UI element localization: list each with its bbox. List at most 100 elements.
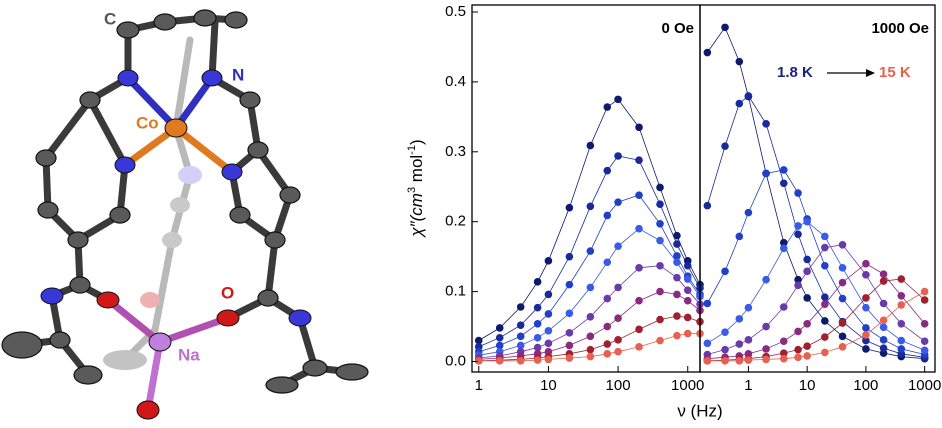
data-point	[779, 354, 788, 363]
data-point	[614, 336, 622, 344]
data-point	[586, 345, 595, 354]
data-point	[683, 329, 692, 338]
data-point	[586, 141, 595, 150]
data-point	[603, 340, 612, 348]
atom-label: N	[232, 65, 244, 84]
data-point	[673, 240, 681, 248]
plot-frame	[699, 4, 936, 373]
data-point	[920, 287, 929, 296]
data-point	[794, 353, 802, 362]
data-point	[635, 343, 643, 351]
data-point	[565, 203, 574, 212]
x-tick-label: 1	[475, 377, 483, 394]
data-point	[862, 331, 870, 339]
data-point	[862, 294, 870, 302]
data-point	[897, 345, 906, 353]
data-point	[474, 357, 483, 365]
data-point	[838, 343, 847, 351]
data-point	[603, 350, 612, 358]
y-tick-label: 0.0	[445, 352, 466, 369]
data-point	[673, 273, 681, 282]
y-title-part: )	[407, 139, 426, 145]
data-point	[779, 349, 788, 357]
data-point	[821, 317, 829, 325]
annotation: 15 K	[879, 64, 911, 81]
data-point	[803, 342, 811, 350]
data-point	[603, 103, 612, 111]
x-tick-label: 10	[799, 377, 816, 394]
data-point	[614, 198, 622, 206]
data-point	[703, 201, 712, 210]
data-point	[821, 300, 829, 308]
data-point	[614, 95, 622, 104]
data-point	[673, 312, 681, 320]
data-point	[703, 339, 712, 348]
data-point	[762, 120, 770, 128]
data-point	[735, 57, 744, 66]
x-tick-label: 10	[540, 377, 557, 394]
data-point	[565, 354, 574, 362]
annotation-arrowhead	[866, 69, 875, 77]
data-point	[673, 231, 681, 240]
data-point	[821, 293, 829, 302]
data-point	[794, 189, 802, 197]
data-point	[779, 337, 788, 346]
data-point	[803, 217, 811, 226]
data-point	[533, 333, 542, 342]
data-point	[838, 319, 847, 327]
data-point	[862, 271, 870, 279]
data-point	[544, 257, 553, 265]
data-point	[821, 261, 829, 270]
data-point	[673, 252, 681, 260]
data-point	[794, 327, 802, 336]
data-point	[735, 99, 744, 108]
data-point	[735, 232, 744, 241]
data-point	[744, 208, 753, 217]
data-point	[656, 200, 664, 209]
atom-label: Na	[178, 345, 200, 364]
data-point	[683, 313, 692, 322]
data-point	[656, 236, 664, 245]
data-point	[744, 92, 753, 100]
data-point	[779, 244, 788, 253]
data-point	[735, 315, 744, 323]
data-point	[838, 240, 847, 249]
data-point	[703, 357, 712, 365]
data-point	[656, 287, 664, 296]
data-point	[920, 296, 929, 304]
data-point	[635, 191, 643, 199]
data-point	[897, 275, 906, 283]
data-point	[474, 336, 483, 345]
y-tick-label: 0.2	[445, 213, 466, 230]
data-point	[603, 322, 612, 331]
atom-label: Co	[136, 113, 159, 132]
y-tick-label: 0.3	[445, 143, 466, 160]
data-point	[794, 345, 802, 354]
atoms	[1, 9, 369, 420]
data-point	[920, 337, 929, 346]
data-point	[635, 264, 643, 272]
data-point	[838, 332, 847, 341]
y-title-part: χ″(cm	[407, 193, 426, 239]
data-point	[762, 322, 770, 331]
data-point	[656, 183, 664, 192]
molecule: C N Co O Na	[1, 9, 369, 420]
data-point	[721, 142, 729, 151]
data-point	[762, 345, 770, 353]
y-tick-label: 0.1	[445, 283, 466, 300]
series-line	[706, 169, 925, 355]
x-tick-label: 1000	[671, 377, 704, 394]
data-point	[673, 258, 681, 267]
data-point	[779, 238, 788, 247]
data-point	[838, 294, 847, 303]
data-point	[635, 296, 643, 305]
data-point	[565, 329, 574, 337]
series-line	[707, 221, 925, 351]
data-point	[803, 267, 811, 276]
data-point	[879, 270, 888, 278]
data-point	[533, 303, 542, 312]
y-axis-title: χ″(cm3 mol-1)	[406, 139, 427, 238]
data-point	[762, 275, 770, 284]
data-point	[516, 357, 525, 365]
